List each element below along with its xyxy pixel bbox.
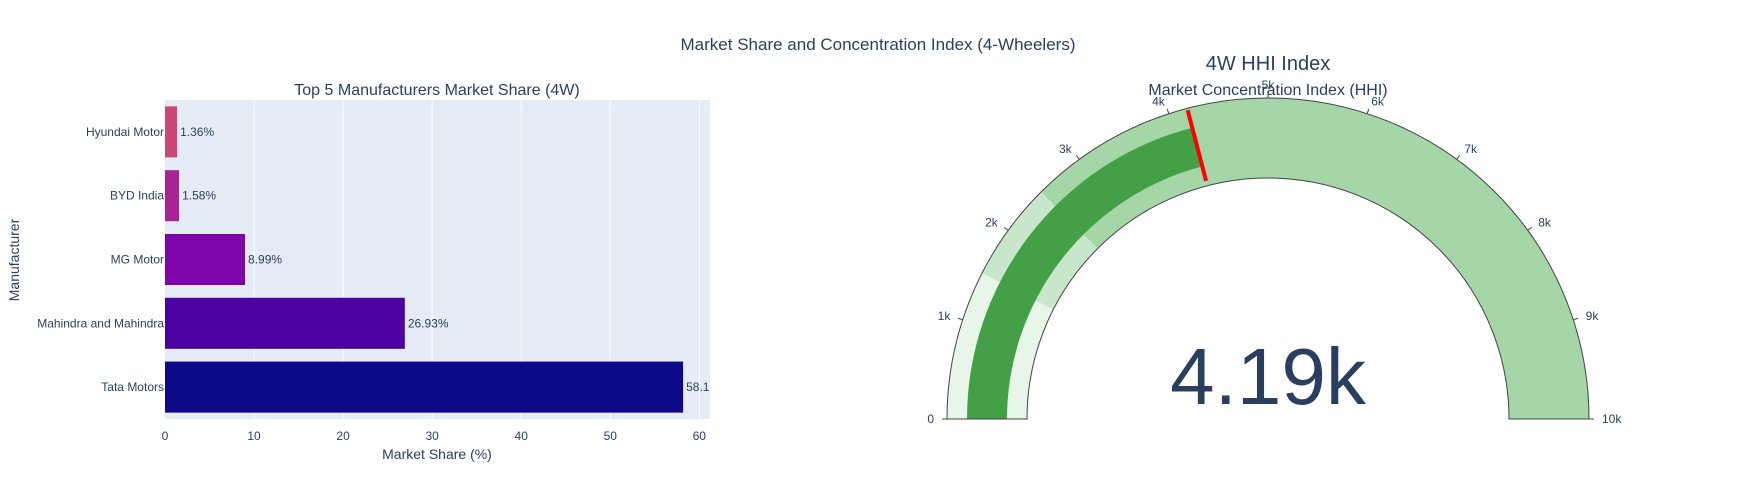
gauge-tick-label: 8k — [1538, 216, 1552, 230]
gauge-tick — [1367, 109, 1369, 114]
gauge-tick — [1573, 318, 1578, 320]
gauge-value: 4.19k — [1170, 332, 1367, 421]
gauge-tick — [1076, 155, 1079, 159]
figure-title: Market Share and Concentration Index (4-… — [681, 35, 1076, 54]
bar — [165, 362, 683, 413]
x-tick-label: 50 — [604, 429, 618, 443]
x-tick-label: 40 — [515, 429, 529, 443]
bar-data-label: 8.99% — [248, 253, 282, 267]
bar-chart-title: Top 5 Manufacturers Market Share (4W) — [294, 82, 579, 99]
y-tick-label: MG Motor — [111, 253, 164, 267]
y-tick-label: BYD India — [110, 189, 164, 203]
bar-chart-panel: 58.18% 26.93% 8.99% 1.58% 1.36% 0 10 20 30 40 50 6… — [6, 82, 727, 462]
x-tick-label: 0 — [162, 429, 169, 443]
bar — [165, 170, 179, 221]
y-tick-label: Tata Motors — [101, 380, 164, 394]
bar-data-label: 26.93% — [408, 316, 449, 330]
x-tick-label: 30 — [425, 429, 439, 443]
y-axis-title: Manufacturer — [6, 218, 22, 301]
gauge-tick-label: 10k — [1602, 412, 1622, 426]
gauge-tick-label: 2k — [985, 216, 999, 230]
gauge-tick — [1004, 227, 1008, 230]
bar — [165, 298, 405, 349]
y-tick-label: Mahindra and Mahindra — [37, 316, 164, 330]
gauge-tick-label: 7k — [1464, 142, 1478, 156]
x-tick-label: 60 — [693, 429, 707, 443]
gauge-tick — [1167, 109, 1169, 114]
bar — [165, 234, 245, 285]
bar-data-label: 1.36% — [180, 125, 214, 139]
x-tick-label: 10 — [247, 429, 261, 443]
bar — [165, 106, 177, 157]
gauge-tick-label: 9k — [1586, 309, 1600, 323]
bar-data-label: 1.58% — [182, 189, 216, 203]
gauge-tick — [958, 318, 963, 320]
x-tick-label: 20 — [336, 429, 350, 443]
gauge-tick-label: 1k — [938, 309, 952, 323]
gauge-tick — [1457, 155, 1460, 159]
gauge-tick-label: 0 — [927, 412, 934, 426]
bar-data-label: 58.18% — [686, 380, 727, 394]
gauge-subtitle: Market Concentration Index (HHI) — [1148, 82, 1387, 99]
y-tick-label: Hyundai Motor — [86, 125, 164, 139]
gauge-tick-label: 3k — [1059, 142, 1073, 156]
gauge-tick — [1528, 227, 1532, 230]
gauge-title: 4W HHI Index — [1206, 53, 1330, 75]
x-axis-title: Market Share (%) — [382, 446, 492, 462]
